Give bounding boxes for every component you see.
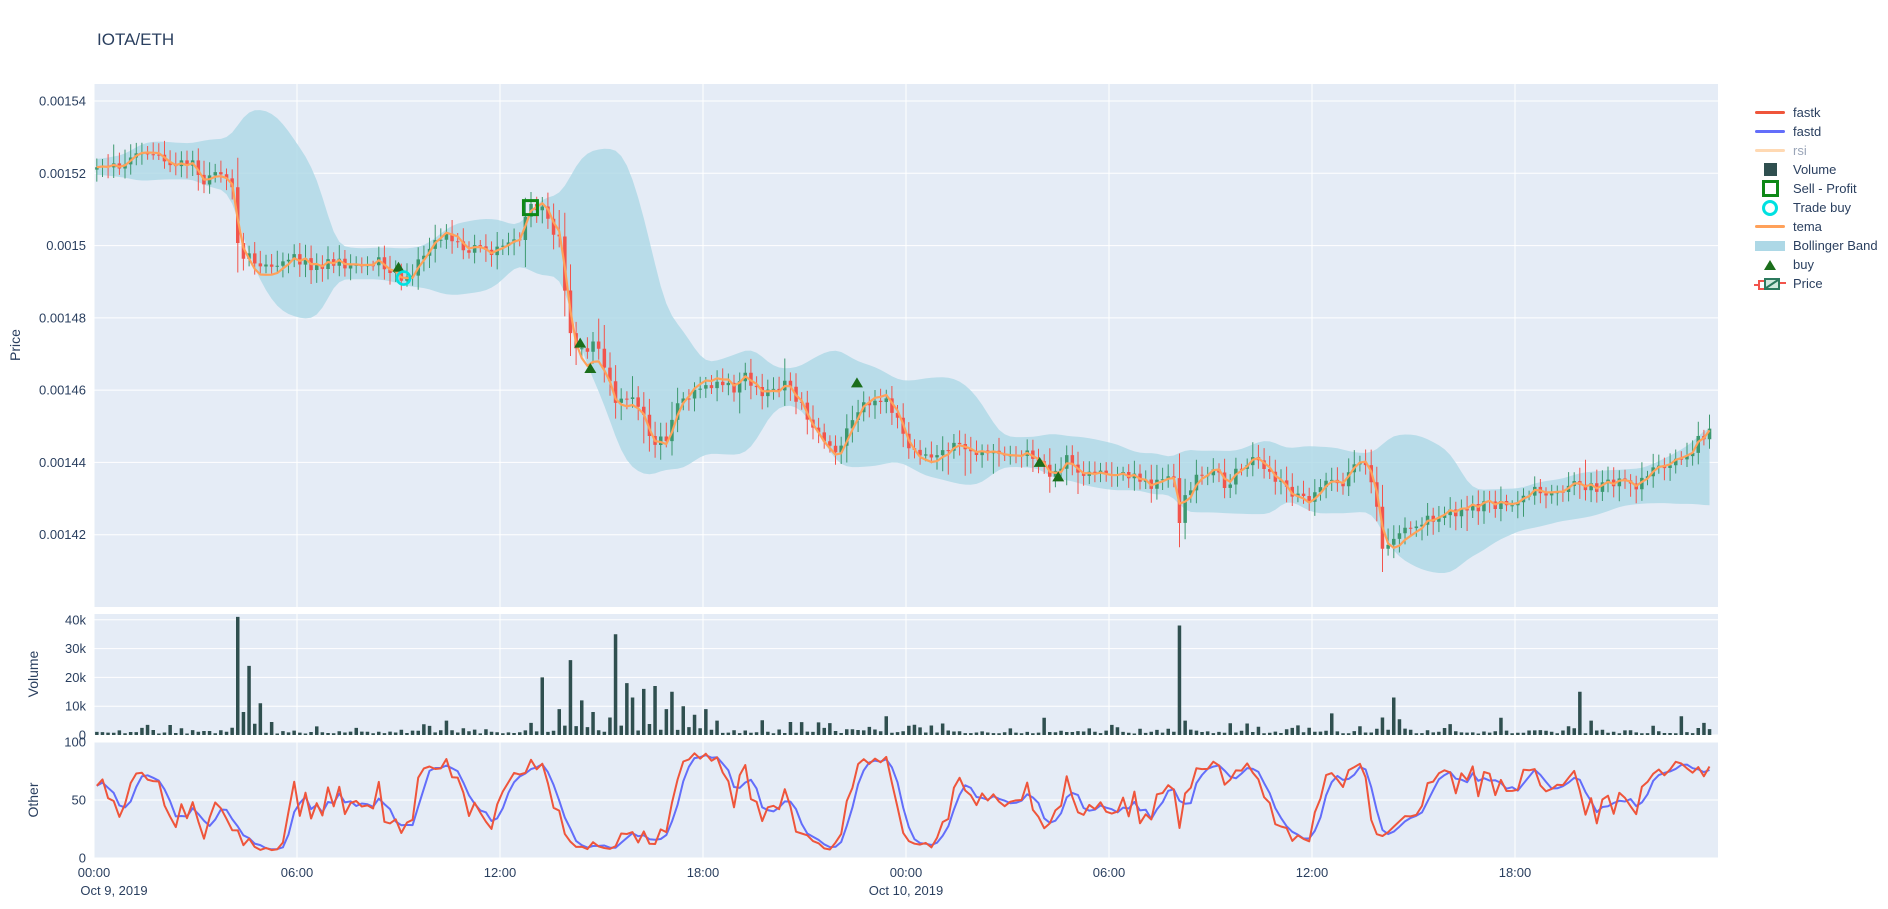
- other-tick-label: 0: [79, 851, 86, 866]
- buy-marker: [574, 337, 587, 348]
- volume-tick-label: 20k: [65, 670, 86, 685]
- legend-item-label: Sell - Profit: [1793, 181, 1857, 196]
- page-title: IOTA/ETH: [97, 30, 175, 49]
- square-swatch-icon: [1763, 163, 1777, 176]
- legend-item-volume[interactable]: Volume: [1753, 160, 1878, 179]
- legend-item-label: Bollinger Band: [1793, 238, 1878, 253]
- price-tick-label: 0.00144: [39, 455, 86, 470]
- open-circle-swatch-icon: [1762, 199, 1778, 216]
- legend-item-label: rsi: [1793, 143, 1807, 158]
- price-tick-label: 0.00154: [39, 93, 86, 108]
- line-swatch-icon: [1755, 149, 1785, 152]
- buy-marker: [392, 261, 405, 272]
- line-swatch-icon: [1755, 225, 1785, 228]
- legend-item-trade-buy[interactable]: Trade buy: [1753, 198, 1878, 217]
- fastk-line: [96, 752, 1711, 852]
- x-tick-label: 06:00: [1093, 865, 1126, 880]
- legend-item-label: Trade buy: [1793, 200, 1852, 215]
- volume-tick-label: 0: [79, 728, 86, 743]
- price-tick-label: 0.00142: [39, 527, 86, 542]
- legend-item-label: tema: [1793, 219, 1822, 234]
- x-tick-label: 00:00: [890, 865, 923, 880]
- legend-item-label: buy: [1793, 257, 1814, 272]
- legend-item-price[interactable]: Price: [1753, 274, 1878, 293]
- buy-marker: [850, 377, 863, 388]
- legend-item-sell-profit[interactable]: Sell - Profit: [1753, 179, 1878, 198]
- bollinger-band-area: [96, 110, 1710, 573]
- price-tick-label: 0.0015: [46, 238, 86, 253]
- tema-line: [96, 151, 1711, 549]
- band-swatch-icon: [1755, 240, 1785, 251]
- x-date-label: Oct 9, 2019: [80, 883, 147, 898]
- price-tick-label: 0.00146: [39, 383, 86, 398]
- open-square-swatch-icon: [1761, 180, 1779, 197]
- legend-item-fastd[interactable]: fastd: [1753, 122, 1878, 141]
- x-tick-label: 12:00: [1296, 865, 1329, 880]
- line-swatch-icon: [1755, 130, 1785, 133]
- legend-item-buy[interactable]: buy: [1753, 255, 1878, 274]
- volume-tick-label: 30k: [65, 641, 86, 656]
- buy-marker: [1033, 456, 1046, 467]
- line-swatch-icon: [1755, 111, 1785, 114]
- volume-tick-label: 40k: [65, 612, 86, 627]
- sell-profit-marker: [521, 199, 539, 217]
- volume-tick-label: 10k: [65, 699, 86, 714]
- legend-item-label: fastd: [1793, 124, 1822, 139]
- legend-item-rsi[interactable]: rsi: [1753, 141, 1878, 160]
- candlestick-swatch-icon: [1753, 276, 1787, 292]
- other-tick-label: 50: [72, 793, 86, 808]
- legend-item-label: Volume: [1793, 162, 1837, 177]
- price-tick-label: 0.00148: [39, 310, 86, 325]
- x-date-label: Oct 10, 2019: [869, 883, 943, 898]
- x-tick-label: 00:00: [78, 865, 111, 880]
- buy-marker: [1052, 471, 1065, 482]
- legend-item-fastk[interactable]: fastk: [1753, 103, 1878, 122]
- legend-item-label: fastk: [1793, 105, 1821, 120]
- x-tick-label: 12:00: [484, 865, 517, 880]
- triangle-up-swatch-icon: [1764, 259, 1776, 270]
- price-tick-label: 0.00152: [39, 166, 86, 181]
- legend-item-bollinger-band[interactable]: Bollinger Band: [1753, 236, 1878, 255]
- x-tick-label: 18:00: [1499, 865, 1532, 880]
- legend-item-label: Price: [1793, 276, 1823, 291]
- other-tick-label: 100: [64, 735, 86, 750]
- legend: fastk fastd rsi Volume Sell - Profit Trade bu…: [1753, 103, 1878, 293]
- legend-item-tema[interactable]: tema: [1753, 217, 1878, 236]
- fastd-line: [96, 754, 1710, 851]
- x-tick-label: 18:00: [687, 865, 720, 880]
- trade-buy-marker: [395, 270, 412, 286]
- buy-marker: [584, 362, 597, 373]
- x-tick-label: 06:00: [281, 865, 314, 880]
- trade-markers: [392, 199, 1065, 482]
